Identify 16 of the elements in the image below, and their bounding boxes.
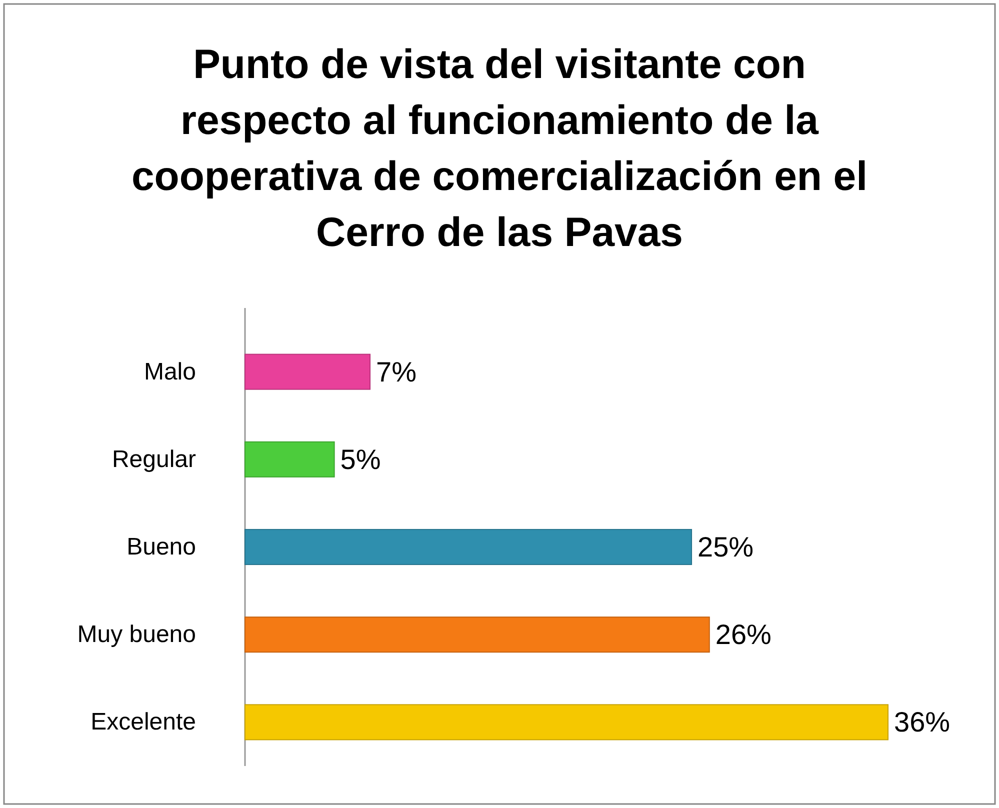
y-tick-label: Malo <box>144 358 196 386</box>
data-label: 26% <box>715 619 772 650</box>
y-tick-label: Bueno <box>126 534 196 560</box>
y-tick-label: Regular <box>112 446 196 473</box>
data-label: 7% <box>376 356 416 388</box>
data-label: 36% <box>894 706 950 738</box>
bar <box>244 441 335 478</box>
bar <box>244 528 692 566</box>
bar <box>244 704 888 740</box>
bar <box>244 616 710 653</box>
data-label: 25% <box>698 532 754 562</box>
y-tick-label: Excelente <box>90 708 196 736</box>
y-tick-label: Muy bueno <box>77 621 196 648</box>
bar <box>244 354 371 390</box>
chart-title: Punto de vista del visitante con respecto al funcionamiento de la cooperativa de comercialización en el Cerro de las Pavas <box>131 41 868 255</box>
data-label: 5% <box>340 444 381 475</box>
